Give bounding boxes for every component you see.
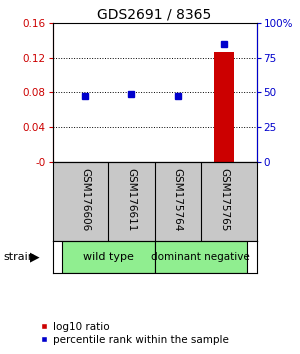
Bar bbox=[167, 161, 188, 164]
Bar bbox=[214, 52, 235, 161]
Text: GSM175764: GSM175764 bbox=[173, 168, 183, 231]
Text: wild type: wild type bbox=[83, 252, 134, 262]
Bar bbox=[74, 161, 95, 164]
Text: ▶: ▶ bbox=[30, 251, 39, 263]
Title: GDS2691 / 8365: GDS2691 / 8365 bbox=[98, 8, 212, 22]
Text: GSM176611: GSM176611 bbox=[126, 168, 136, 231]
Legend: log10 ratio, percentile rank within the sample: log10 ratio, percentile rank within the … bbox=[35, 317, 233, 349]
Text: GSM175765: GSM175765 bbox=[219, 168, 229, 231]
Bar bbox=[121, 161, 142, 164]
Text: GSM176606: GSM176606 bbox=[80, 168, 90, 231]
Bar bbox=[154, 241, 247, 273]
Text: dominant negative: dominant negative bbox=[152, 252, 250, 262]
Text: strain: strain bbox=[3, 252, 35, 262]
Bar bbox=[62, 241, 154, 273]
